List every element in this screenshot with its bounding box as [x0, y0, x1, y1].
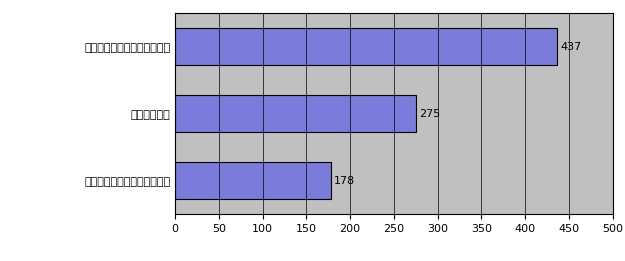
Text: 437: 437 [561, 41, 582, 51]
Bar [175, 28, 558, 65]
Text: 275: 275 [419, 109, 441, 118]
Bar [175, 95, 416, 132]
Text: 178: 178 [334, 176, 356, 186]
Bar [175, 162, 331, 199]
